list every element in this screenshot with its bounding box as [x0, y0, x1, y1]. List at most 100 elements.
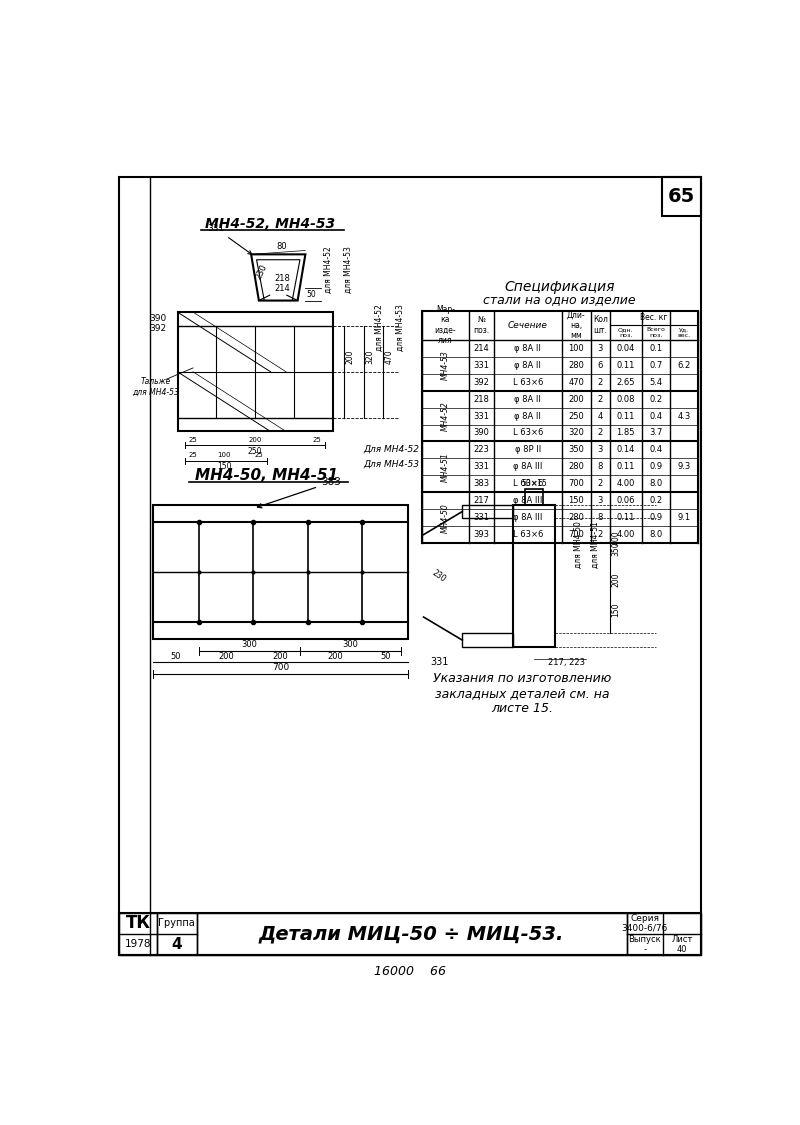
Text: 100: 100 [568, 344, 584, 353]
Text: 0.2: 0.2 [650, 496, 662, 505]
Text: 392: 392 [474, 378, 490, 387]
Text: 250: 250 [248, 447, 262, 456]
Text: 0.4: 0.4 [650, 446, 662, 454]
Text: L 63×6: L 63×6 [513, 530, 543, 539]
Text: 3: 3 [598, 496, 603, 505]
Text: 50: 50 [306, 290, 317, 299]
Text: МН4-50: МН4-50 [441, 503, 450, 532]
Bar [119, 912, 701, 955]
Text: 0.04: 0.04 [617, 344, 635, 353]
Text: 2: 2 [598, 395, 603, 404]
Text: 6: 6 [598, 361, 603, 370]
Text: 331: 331 [430, 657, 448, 667]
Bar [627, 912, 701, 955]
Bar [462, 633, 513, 647]
Text: 200: 200 [218, 651, 234, 660]
Text: 700: 700 [272, 664, 290, 673]
Text: 2: 2 [598, 530, 603, 539]
Text: №
поз.: № поз. [474, 315, 490, 335]
Text: 25: 25 [189, 452, 198, 458]
Text: Детали МИЦ-50 ÷ МИЦ-53.: Детали МИЦ-50 ÷ МИЦ-53. [259, 925, 564, 944]
Text: 0.11: 0.11 [617, 412, 635, 421]
Text: 4: 4 [598, 412, 603, 421]
Text: 230: 230 [430, 568, 447, 584]
Text: 400: 400 [611, 530, 620, 544]
Text: 0.14: 0.14 [617, 446, 635, 454]
Text: 0.7: 0.7 [650, 361, 662, 370]
Text: Выпуск
-: Выпуск - [629, 935, 662, 954]
Text: φ 8А III: φ 8А III [513, 513, 542, 522]
Text: 331: 331 [474, 462, 490, 471]
Text: 280: 280 [568, 513, 584, 522]
Text: 250: 250 [568, 412, 584, 421]
Text: МН4-53: МН4-53 [441, 350, 450, 380]
Bar [119, 178, 701, 955]
Text: 200: 200 [327, 651, 342, 660]
Bar [526, 489, 542, 505]
Text: 217: 217 [474, 496, 490, 505]
Text: 331: 331 [208, 224, 252, 254]
Text: МН4-52: МН4-52 [441, 402, 450, 431]
Text: для МН4-52: для МН4-52 [324, 246, 333, 294]
Bar [157, 912, 197, 955]
Text: 25: 25 [254, 452, 263, 458]
Text: 2.65: 2.65 [617, 378, 635, 387]
Text: φ 8А II: φ 8А II [514, 412, 542, 421]
Text: ТК: ТК [126, 915, 150, 933]
Text: 331: 331 [474, 513, 490, 522]
Text: 383: 383 [258, 477, 341, 507]
Bar [462, 505, 513, 519]
Text: Мар-
ка
изде-
лия: Мар- ка изде- лия [434, 305, 456, 345]
Text: 0.11: 0.11 [617, 513, 635, 522]
Text: стали на одно изделие: стали на одно изделие [483, 294, 636, 306]
Text: 9.1: 9.1 [678, 513, 690, 522]
Text: 0.1: 0.1 [650, 344, 662, 353]
Text: φ 8Р II: φ 8Р II [514, 446, 541, 454]
Text: Вес. кг: Вес. кг [640, 314, 667, 323]
Text: 3: 3 [598, 446, 603, 454]
Text: 390: 390 [474, 429, 490, 438]
Text: 320: 320 [568, 429, 584, 438]
Text: МН4-50, МН4-51: МН4-50, МН4-51 [195, 468, 338, 483]
Text: 200: 200 [248, 436, 262, 443]
Text: 223: 223 [474, 446, 490, 454]
Text: 8: 8 [598, 462, 603, 471]
Text: 331: 331 [474, 361, 490, 370]
Text: 1.85: 1.85 [617, 429, 635, 438]
Text: Дли-
на,
мм: Дли- на, мм [567, 310, 586, 340]
Text: 200: 200 [611, 572, 620, 586]
Text: 217, 223: 217, 223 [549, 658, 586, 667]
Text: 280: 280 [568, 361, 584, 370]
Text: Тальже
для МН4-53: Тальже для МН4-53 [132, 378, 179, 397]
Bar [178, 312, 333, 432]
Text: Указания по изготовлению
закладных деталей см. на
листе 15.: Указания по изготовлению закладных детал… [434, 672, 611, 714]
Text: 3: 3 [598, 344, 603, 353]
Text: 8.0: 8.0 [650, 479, 662, 488]
Text: 50×15: 50×15 [521, 478, 547, 487]
Text: 80: 80 [277, 242, 287, 251]
Text: 470: 470 [385, 349, 394, 363]
Text: 700: 700 [568, 530, 584, 539]
Text: 0.9: 0.9 [650, 462, 662, 471]
Text: 320: 320 [365, 349, 374, 363]
Text: φ 8А III: φ 8А III [513, 462, 542, 471]
Text: 4: 4 [171, 937, 182, 952]
Text: L 63×6: L 63×6 [513, 429, 543, 438]
Text: 200: 200 [273, 651, 289, 660]
Text: МН4-52, МН4-53: МН4-52, МН4-53 [206, 216, 335, 231]
Bar [513, 505, 555, 647]
Text: 350: 350 [611, 541, 620, 556]
Text: 50: 50 [380, 651, 390, 660]
Text: 150: 150 [611, 603, 620, 618]
Text: φ 8А II: φ 8А II [514, 395, 542, 404]
Text: 350: 350 [568, 446, 584, 454]
Text: 2: 2 [598, 479, 603, 488]
Text: Кол
шт.: Кол шт. [593, 315, 608, 335]
Text: L 63×6: L 63×6 [513, 378, 543, 387]
Text: Спецификация: Спецификация [504, 280, 615, 295]
Text: 230: 230 [254, 262, 269, 280]
Text: Всего
поз.: Всего поз. [646, 327, 666, 338]
Text: 4.3: 4.3 [678, 412, 690, 421]
Text: 0.4: 0.4 [650, 412, 662, 421]
Text: 331: 331 [474, 412, 490, 421]
